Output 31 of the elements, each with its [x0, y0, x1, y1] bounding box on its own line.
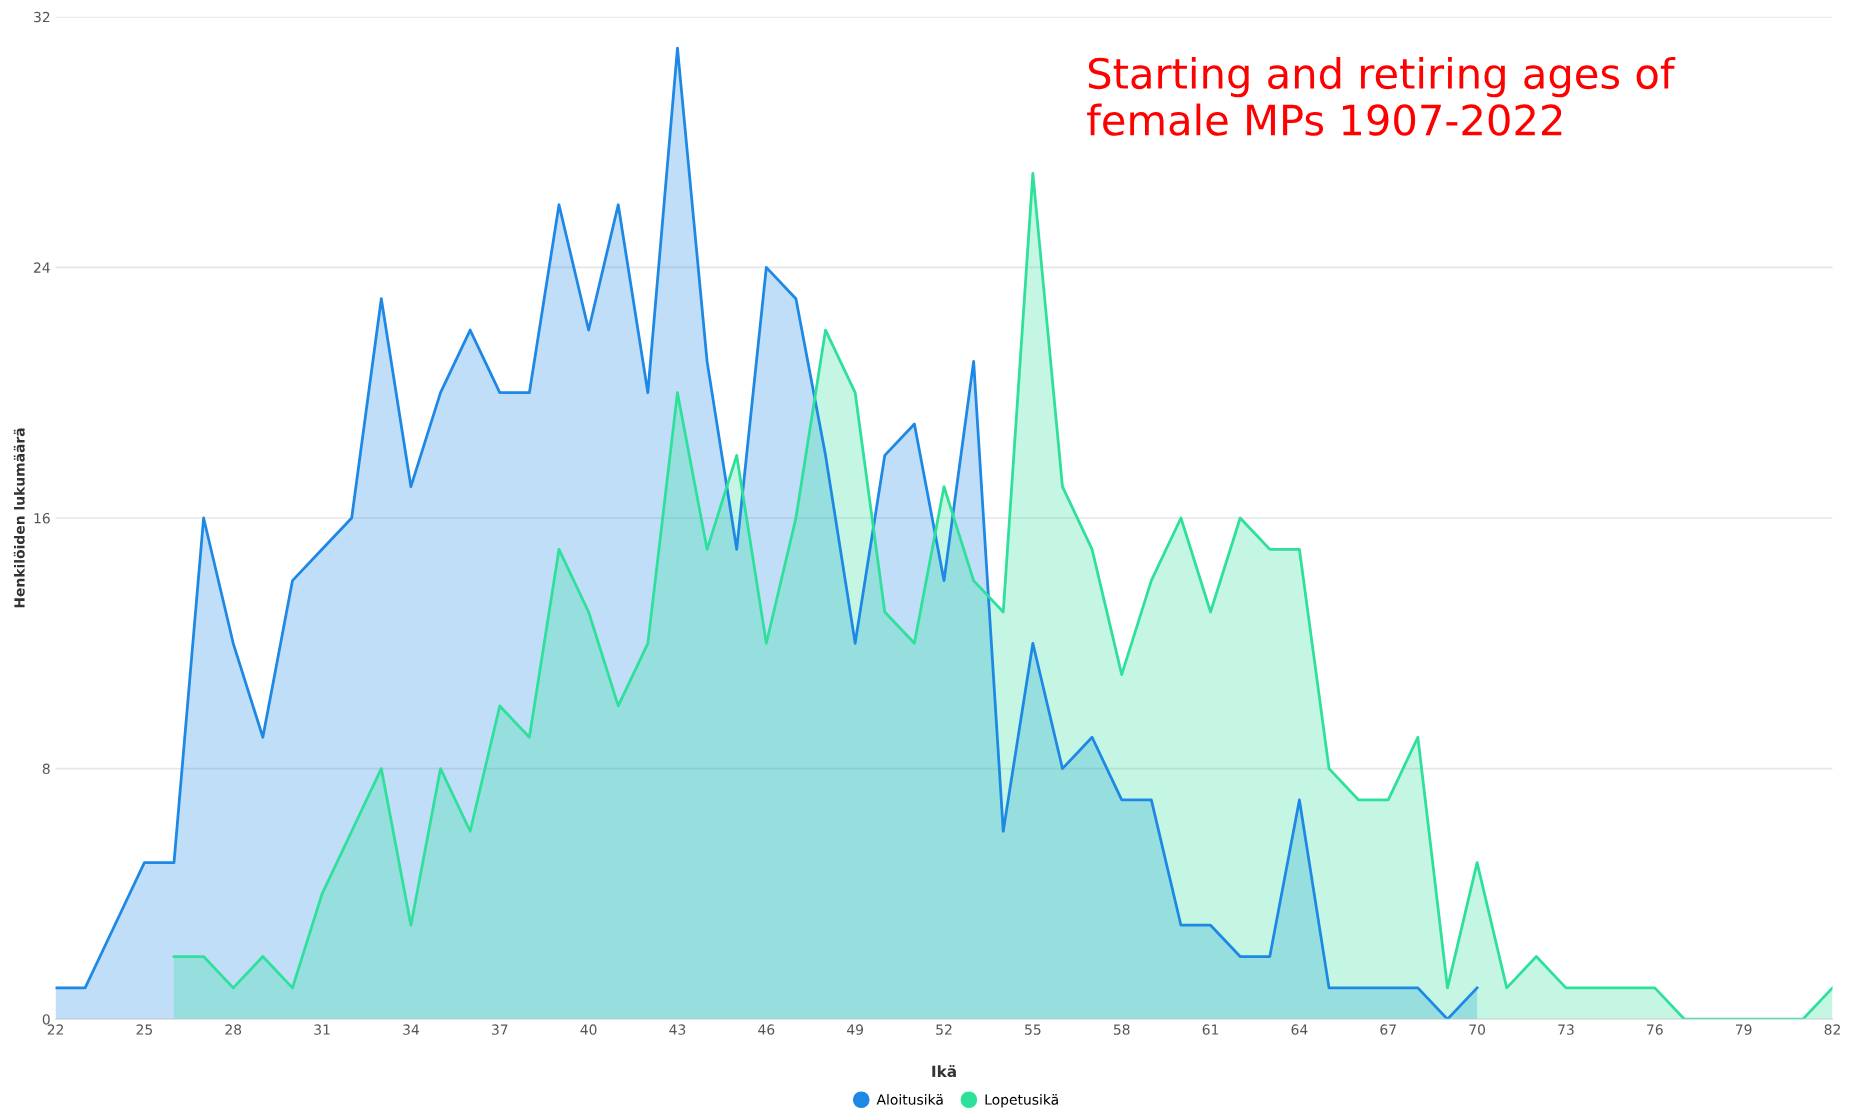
x-tick-label: 49 — [847, 1024, 864, 1035]
x-tick-label: 40 — [580, 1024, 597, 1035]
x-tick-label: 28 — [225, 1024, 242, 1035]
x-tick-label: 64 — [1291, 1024, 1308, 1035]
x-tick-label: 22 — [47, 1024, 63, 1035]
text: Starting and retiring ages of female MPs 1907-2022 — [1087, 56, 1676, 136]
y-tick-label: 24 — [34, 262, 50, 273]
x-tick-label: 37 — [491, 1024, 508, 1035]
x-tick-label: 31 — [314, 1024, 330, 1035]
x-tick-label: 58 — [1113, 1024, 1130, 1035]
x-axis-title: Ikä — [932, 1065, 956, 1078]
x-tick-label: 61 — [1202, 1024, 1219, 1035]
legend-label: Aloitusikä — [876, 1094, 943, 1105]
y-axis-title: Henkilöiden lukumäärä — [13, 428, 25, 608]
y-tick-label: 8 — [42, 763, 50, 775]
x-tick-label: 55 — [1025, 1024, 1041, 1035]
legend-label: Lopetusikä — [985, 1094, 1058, 1108]
x-tick-label: 46 — [758, 1024, 775, 1035]
x-tick-label: 25 — [136, 1024, 152, 1035]
x-tick-label: 73 — [1558, 1024, 1574, 1035]
y-tick-label: 0 — [42, 1014, 50, 1025]
x-tick-label: 43 — [669, 1024, 686, 1035]
x-tick-label: 79 — [1735, 1024, 1752, 1035]
y-tick-label: 32 — [34, 11, 50, 23]
x-tick-label: 67 — [1380, 1024, 1396, 1035]
x-tick-label: 52 — [936, 1024, 952, 1035]
y-tick-label: 16 — [34, 512, 50, 524]
x-tick-label: 76 — [1647, 1024, 1663, 1035]
x-tick-label: 34 — [403, 1024, 419, 1035]
x-tick-label: 82 — [1824, 1024, 1840, 1035]
x-tick-label: 70 — [1469, 1024, 1486, 1035]
